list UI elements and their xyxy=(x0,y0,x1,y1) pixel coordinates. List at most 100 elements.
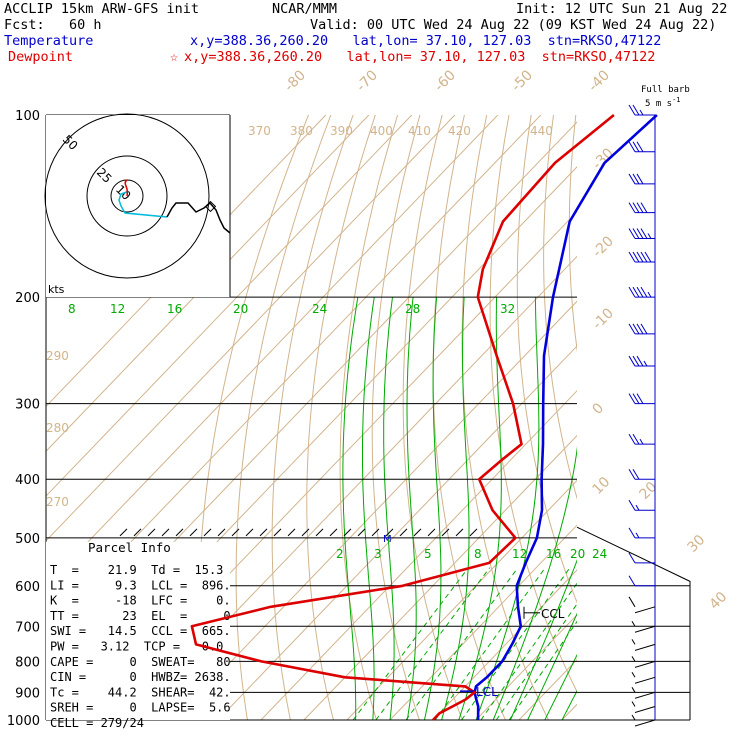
freezing-hatch xyxy=(287,528,296,537)
freezing-hatch xyxy=(329,528,338,537)
temperature-legend-label: Temperature xyxy=(4,33,94,49)
wind-barb-half xyxy=(631,621,636,627)
parcel-row: TT = 23 EL = 0 xyxy=(50,609,231,623)
freezing-hatch xyxy=(357,528,366,537)
mixing-ratio-label: 8 xyxy=(474,547,482,561)
wind-barb-staff xyxy=(634,625,656,633)
wind-barb xyxy=(628,596,656,614)
wind-barb-half xyxy=(635,504,640,511)
mixing-ratio-label: 5 xyxy=(424,547,432,561)
mixing-ratio-line xyxy=(352,567,469,720)
isotherm-label: -10 xyxy=(590,305,617,332)
theta-e-label: 16 xyxy=(167,302,182,316)
wind-barb-flag xyxy=(628,323,636,335)
wind-barb-half xyxy=(639,109,644,116)
isotherm-label: 30 xyxy=(685,532,709,556)
barb-legend-line1: Full barb xyxy=(641,85,690,95)
wind-barb-flag xyxy=(632,393,640,404)
parcel-row: K = -18 LFC = 0. xyxy=(50,594,231,608)
wind-barb-staff xyxy=(634,691,656,699)
theta-label: 390 xyxy=(330,124,353,138)
dewpoint-legend-star: ☆ xyxy=(170,49,179,65)
pressure-tick-label: 300 xyxy=(15,398,40,413)
freezing-hatch xyxy=(119,528,128,537)
wind-barb-flag xyxy=(640,323,648,335)
wind-barb-flag xyxy=(628,527,636,539)
freezing-hatch xyxy=(147,528,156,537)
parcel-row: CELL = 279/24 xyxy=(50,716,144,730)
wind-barb xyxy=(628,575,655,587)
isotherm-line xyxy=(518,658,577,720)
dewpoint-legend-info: x,y=388.36,260.20 lat,lon= 37.10, 127.03… xyxy=(184,49,656,65)
isotherm-line xyxy=(46,115,413,497)
pressure-tick-label: 200 xyxy=(15,291,40,306)
isotherm-line xyxy=(46,115,456,542)
moist-adiabat-line xyxy=(423,297,442,720)
isotherm-line xyxy=(260,390,577,720)
freezing-hatch xyxy=(231,528,240,537)
level-marker: M xyxy=(383,534,392,545)
wind-barb-flag xyxy=(632,173,640,185)
parcel-row: LI = 9.3 LCL = 896. xyxy=(50,578,231,592)
moist-adiabat-line xyxy=(342,297,359,720)
center-label: NCAR/MMM xyxy=(272,1,338,17)
theta-label: 440 xyxy=(530,124,553,138)
wind-barb-flag xyxy=(640,251,648,263)
wind-barbs xyxy=(628,104,656,727)
isotherm-label: 20 xyxy=(637,479,661,503)
isotherm-line xyxy=(561,703,577,720)
wind-barb-flag xyxy=(636,251,644,263)
freezing-hatch xyxy=(385,528,394,537)
dewpoint-legend-label: Dewpoint xyxy=(8,49,74,65)
dry-adiabat-line xyxy=(543,115,577,500)
hodograph-ring xyxy=(44,113,210,279)
wind-barb xyxy=(631,656,656,668)
pressure-tick-label: 400 xyxy=(15,473,40,488)
wind-barb xyxy=(631,621,656,633)
freezing-hatch xyxy=(161,528,170,537)
mixing-ratio-line xyxy=(480,582,577,720)
dry-adiabat-line xyxy=(371,115,421,720)
theta-e-label: 8 xyxy=(68,302,76,316)
temperature-legend-info: x,y=388.36,260.20 lat,lon= 37.10, 127.03… xyxy=(190,33,662,49)
parcel-row: SREH = 0 LAPSE= 5.6 xyxy=(50,701,231,715)
wind-barb-flag xyxy=(636,141,644,152)
dry-adiabat-line xyxy=(461,115,550,720)
wind-barb-flag xyxy=(632,228,640,239)
wind-barb-flag xyxy=(628,575,636,587)
moist-adiabat-line xyxy=(509,559,577,720)
wind-barb xyxy=(628,228,655,239)
wind-barb xyxy=(628,355,655,367)
hodograph-trace-upper xyxy=(166,201,231,234)
parcel-row: T = 21.9 Td = 15.3 xyxy=(50,563,223,577)
theta-label: 400 xyxy=(370,124,393,138)
dry-adiabat-line xyxy=(402,115,464,720)
parcel-box-background xyxy=(46,541,230,720)
hodograph-mean-wind xyxy=(124,179,129,197)
dry-adiabat-line xyxy=(665,115,740,733)
wind-barb-flag xyxy=(632,104,640,116)
wind-barb xyxy=(628,527,655,539)
isotherm-line xyxy=(432,569,577,720)
dry-adiabat-line xyxy=(271,115,354,720)
wind-barb-half xyxy=(631,701,636,707)
dry-adiabat-line xyxy=(709,115,740,733)
freezing-hatch xyxy=(245,528,254,537)
freezing-hatch xyxy=(413,528,422,537)
freezing-hatch xyxy=(427,528,436,537)
theta-label: 410 xyxy=(408,124,431,138)
pressure-tick-label: 800 xyxy=(15,655,40,670)
wind-barb-half xyxy=(631,656,636,662)
valid-time: Valid: 00 UTC Wed 24 Aug 22 (09 KST Wed … xyxy=(310,17,717,33)
isotherm-line xyxy=(605,115,740,720)
dry-adiabat-line xyxy=(339,115,399,720)
freezing-hatch xyxy=(455,528,464,537)
wind-barb-flag xyxy=(636,228,644,239)
wind-barb-flag xyxy=(628,468,636,480)
isotherm-line xyxy=(389,524,577,720)
isotherm-label: 0 xyxy=(590,400,608,418)
wind-barb-flag xyxy=(628,499,636,511)
wind-barb-staff xyxy=(634,719,656,727)
moist-adiabat-line xyxy=(383,297,395,720)
